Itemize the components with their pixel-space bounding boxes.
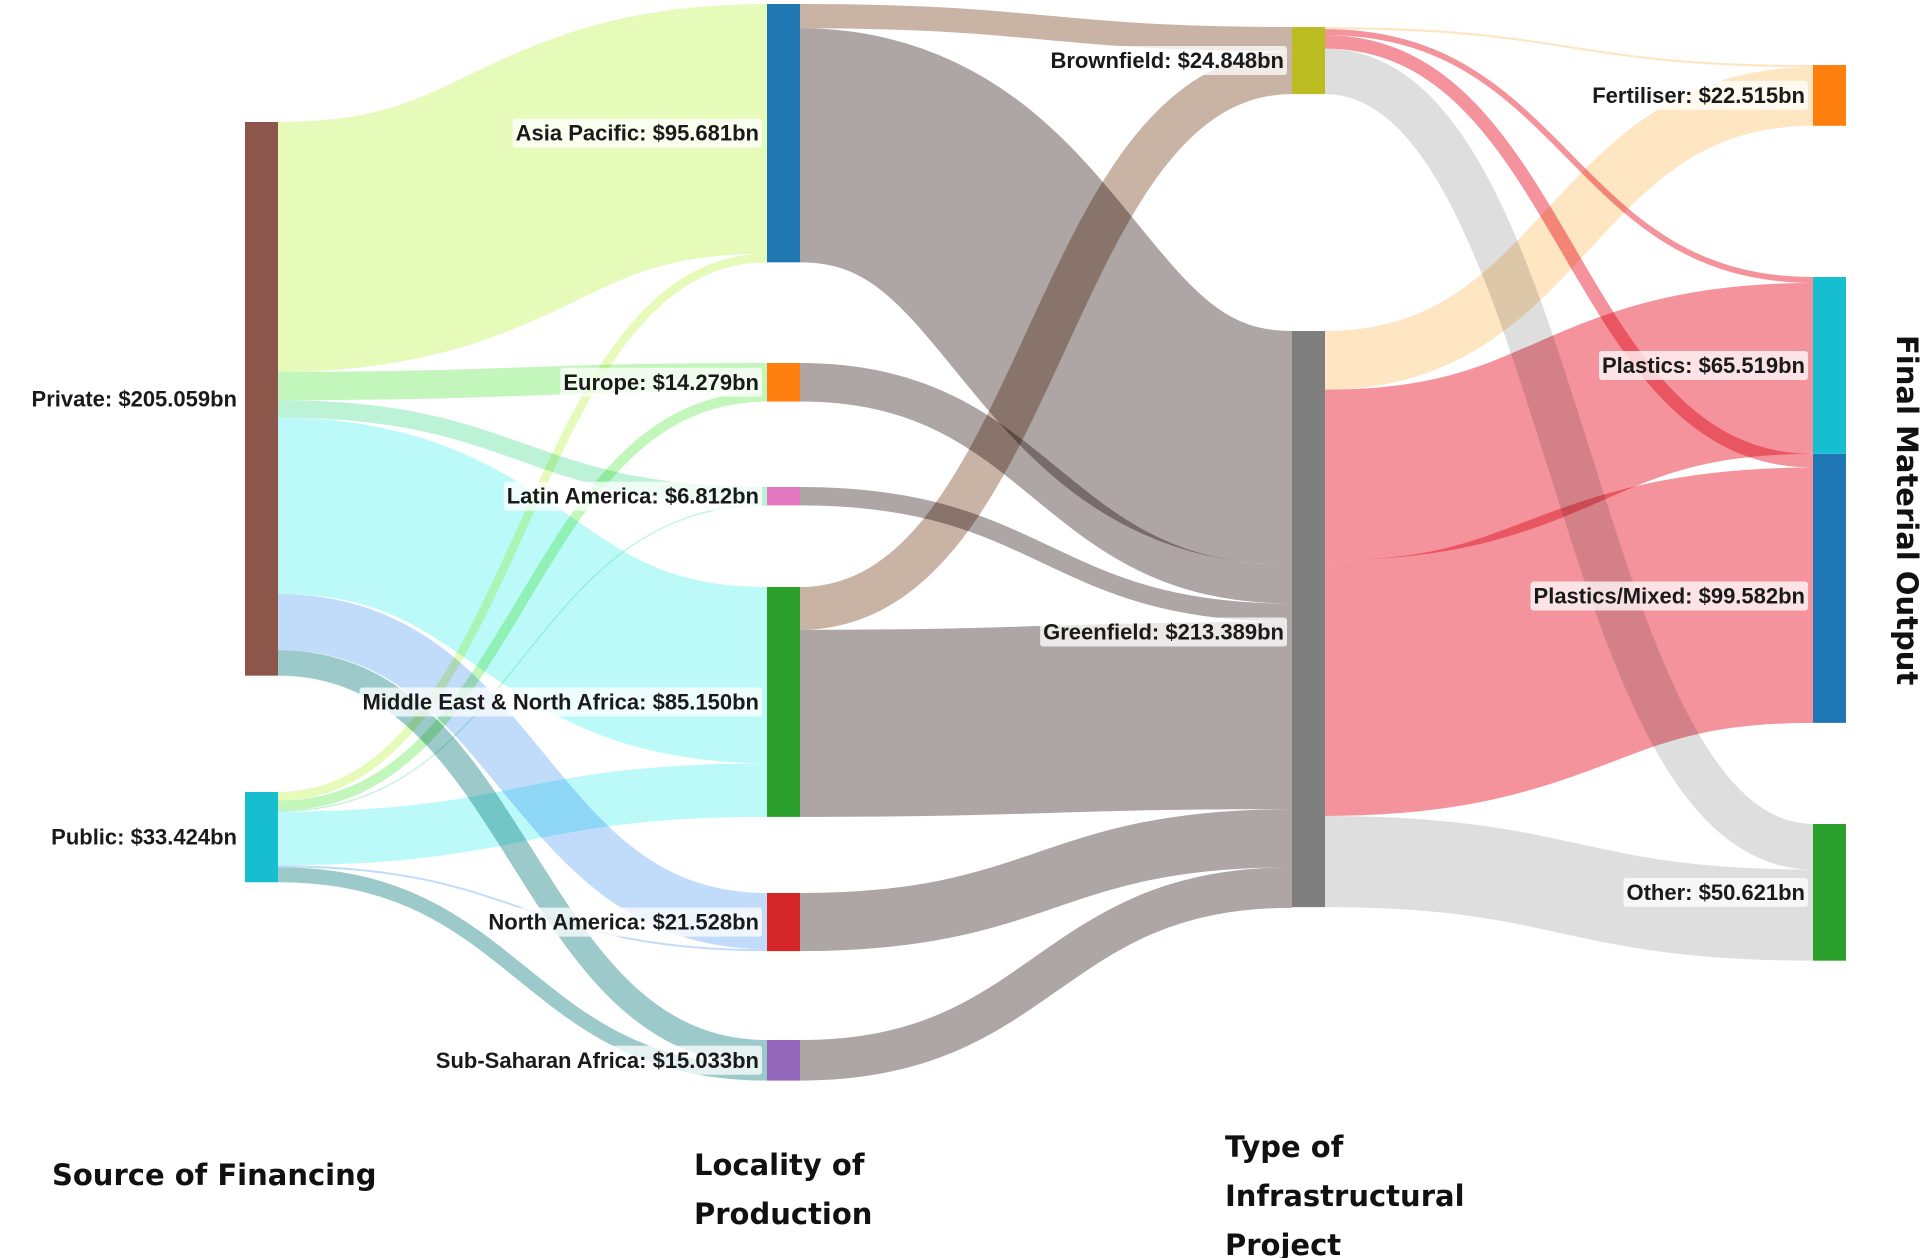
labels-layer: Private: $205.059bn Public: $33.424bn Asia… bbox=[28, 46, 1808, 1075]
node-label-bg-public bbox=[48, 822, 240, 852]
node-label-bg-europe bbox=[560, 367, 762, 397]
node-label-plastics: Plastics: $65.519bn bbox=[1602, 353, 1805, 378]
node-plasticsmixed[interactable] bbox=[1813, 454, 1846, 723]
column-title-locality-line1: Locality of bbox=[694, 1148, 865, 1182]
link-public-to-asia bbox=[277, 253, 768, 801]
column-title-type-line2: Infrastructural bbox=[1225, 1179, 1465, 1213]
node-public[interactable] bbox=[245, 792, 278, 883]
link-private-to-mena bbox=[276, 417, 769, 764]
column-title-locality: Locality of Production bbox=[694, 1148, 875, 1231]
link-europe-to-greenfield bbox=[799, 363, 1293, 604]
link-brownfield-to-plastics bbox=[1324, 29, 1814, 283]
node-label-bg-greenfield bbox=[1040, 617, 1287, 647]
link-public-to-mena bbox=[277, 763, 768, 866]
column-title-output: Final Material Output bbox=[1890, 335, 1920, 685]
node-private[interactable] bbox=[245, 122, 278, 676]
node-label-europe: Europe: $14.279bn bbox=[563, 370, 759, 395]
node-label-bg-namerica bbox=[485, 907, 762, 937]
node-ssa[interactable] bbox=[767, 1040, 800, 1081]
node-mena[interactable] bbox=[767, 587, 800, 817]
node-fertiliser[interactable] bbox=[1813, 65, 1846, 126]
link-ssa-to-greenfield bbox=[799, 867, 1293, 1081]
link-greenfield-to-fertiliser bbox=[1324, 67, 1814, 390]
link-namerica-to-greenfield bbox=[799, 809, 1293, 952]
link-public-to-latam bbox=[277, 504, 768, 812]
link-private-to-namerica bbox=[277, 593, 768, 950]
node-label-brownfield: Brownfield: $24.848bn bbox=[1050, 48, 1284, 73]
node-label-private: Private: $205.059bn bbox=[32, 386, 237, 411]
node-other[interactable] bbox=[1813, 824, 1846, 961]
link-asia-to-brownfield bbox=[799, 4, 1293, 52]
link-mena-to-greenfield bbox=[799, 621, 1293, 817]
node-label-other: Other: $50.621bn bbox=[1626, 880, 1805, 905]
node-label-namerica: North America: $21.528bn bbox=[488, 910, 759, 935]
node-label-bg-fertiliser bbox=[1589, 80, 1808, 110]
node-label-plasticsmixed: Plastics/Mixed: $99.582bn bbox=[1534, 584, 1805, 609]
node-label-bg-asia bbox=[512, 118, 762, 148]
link-greenfield-to-plastics bbox=[1324, 282, 1814, 561]
column-title-type-line1: Type of bbox=[1225, 1130, 1344, 1164]
node-label-bg-plasticsmixed bbox=[1530, 581, 1808, 611]
node-label-mena: Middle East & North Africa: $85.150bn bbox=[362, 689, 759, 714]
link-brownfield-to-fertiliser bbox=[1324, 27, 1814, 68]
node-label-bg-mena bbox=[359, 687, 762, 717]
link-mena-to-brownfield bbox=[799, 51, 1293, 630]
link-public-to-europe bbox=[277, 391, 768, 811]
node-label-greenfield: Greenfield: $213.389bn bbox=[1043, 620, 1284, 645]
nodes-layer bbox=[245, 4, 1846, 1081]
links-layer bbox=[276, 4, 1815, 1081]
column-title-locality-line2: Production bbox=[694, 1197, 872, 1231]
link-latam-to-greenfield bbox=[799, 486, 1293, 622]
node-latam[interactable] bbox=[767, 487, 800, 506]
node-greenfield[interactable] bbox=[1292, 331, 1325, 908]
node-label-bg-ssa bbox=[432, 1045, 762, 1075]
column-title-type: Type of Infrastructural Project bbox=[1225, 1130, 1475, 1258]
node-plastics[interactable] bbox=[1813, 277, 1846, 454]
node-label-bg-other bbox=[1623, 877, 1808, 907]
node-namerica[interactable] bbox=[767, 893, 800, 952]
node-asia[interactable] bbox=[767, 4, 800, 263]
node-label-public: Public: $33.424bn bbox=[51, 825, 237, 850]
link-greenfield-to-other bbox=[1324, 815, 1814, 961]
link-private-to-ssa bbox=[277, 650, 768, 1066]
node-label-ssa: Sub-Saharan Africa: $15.033bn bbox=[436, 1048, 759, 1073]
column-title-type-line3: Project bbox=[1225, 1228, 1341, 1258]
node-label-fertiliser: Fertiliser: $22.515bn bbox=[1592, 83, 1805, 108]
node-label-latam: Latin America: $6.812bn bbox=[507, 484, 759, 509]
node-label-asia: Asia Pacific: $95.681bn bbox=[516, 121, 759, 146]
node-label-bg-private bbox=[28, 384, 240, 414]
node-brownfield[interactable] bbox=[1292, 27, 1325, 95]
node-europe[interactable] bbox=[767, 363, 800, 402]
node-label-bg-plastics bbox=[1598, 350, 1808, 380]
node-label-bg-latam bbox=[503, 481, 762, 511]
column-title-source: Source of Financing bbox=[52, 1158, 377, 1192]
node-label-bg-brownfield bbox=[1047, 46, 1287, 76]
